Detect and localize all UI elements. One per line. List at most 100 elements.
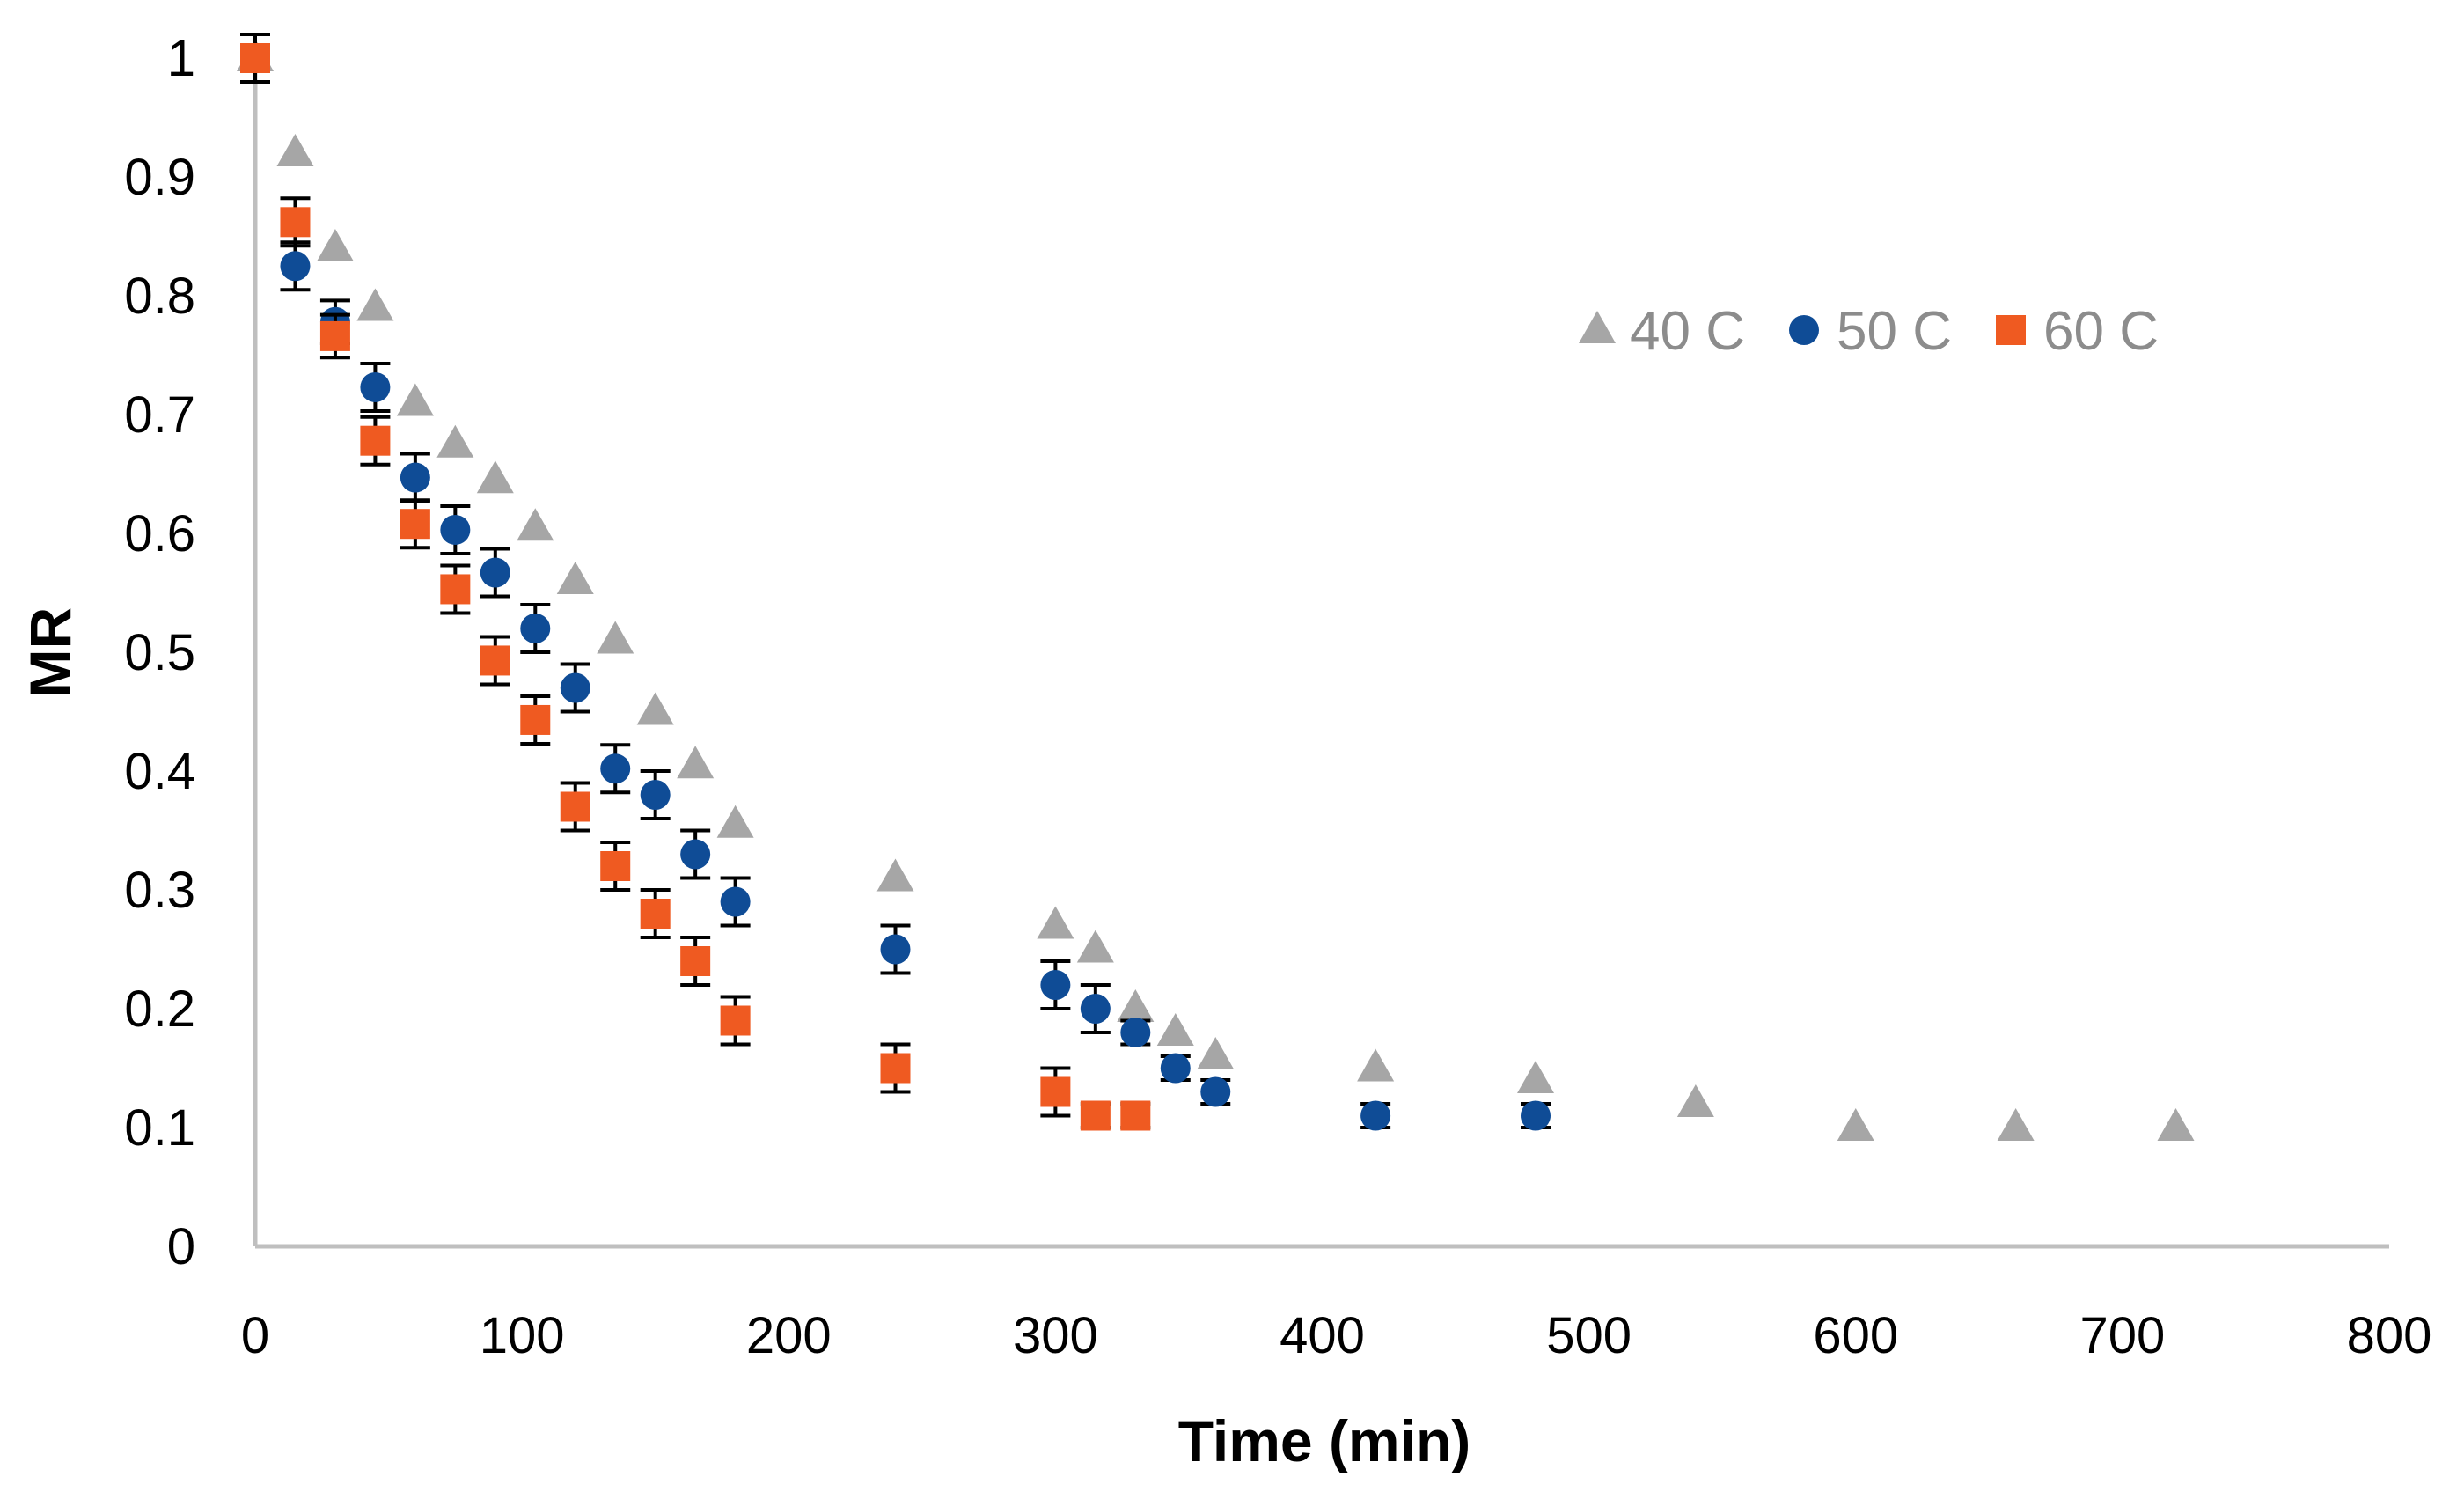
data-point xyxy=(2157,1108,2195,1141)
data-point xyxy=(440,514,471,545)
data-point xyxy=(1156,1013,1194,1046)
data-point xyxy=(680,839,711,870)
y-tick-label: 0.9 xyxy=(124,149,195,206)
legend-marker xyxy=(1996,315,2026,345)
data-point xyxy=(280,207,311,238)
x-tick-label: 100 xyxy=(480,1307,565,1364)
x-tick-label: 300 xyxy=(1013,1307,1098,1364)
data-point xyxy=(720,1005,751,1036)
series-circle xyxy=(240,33,1551,1131)
data-point xyxy=(1200,1076,1231,1107)
x-tick-label: 200 xyxy=(746,1307,832,1364)
legend-marker xyxy=(1789,315,1819,345)
data-point xyxy=(1517,1061,1554,1093)
x-tick-label: 400 xyxy=(1280,1307,1365,1364)
series-triangle xyxy=(237,39,2195,1141)
data-point xyxy=(240,43,270,73)
data-point xyxy=(680,946,711,976)
data-point xyxy=(600,851,631,881)
y-tick-label: 0 xyxy=(167,1218,195,1275)
data-point xyxy=(556,562,594,594)
y-tick-label: 0.8 xyxy=(124,268,195,325)
data-point xyxy=(360,425,391,456)
data-point xyxy=(440,574,471,605)
data-point xyxy=(876,858,914,892)
data-point xyxy=(640,899,671,929)
data-point xyxy=(400,509,430,540)
data-point xyxy=(476,460,514,494)
data-point xyxy=(640,780,671,810)
data-point xyxy=(1160,1053,1191,1084)
y-axis-title: MR xyxy=(18,607,83,698)
data-point xyxy=(1080,994,1111,1024)
legend-item: 40 C xyxy=(1579,301,1745,362)
legend-item: 50 C xyxy=(1789,301,1952,362)
y-tick-label: 0.1 xyxy=(124,1099,195,1157)
data-point xyxy=(636,692,674,725)
data-point xyxy=(280,251,311,282)
data-point xyxy=(520,704,551,735)
data-point xyxy=(880,934,911,965)
x-tick-label: 600 xyxy=(1813,1307,1898,1364)
y-tick-label: 1 xyxy=(167,30,195,87)
data-point xyxy=(560,791,590,822)
data-point xyxy=(480,557,510,588)
data-point xyxy=(276,134,314,166)
data-point xyxy=(1837,1108,1874,1141)
x-tick-label: 700 xyxy=(2079,1307,2165,1364)
data-point xyxy=(1080,1100,1111,1131)
data-point xyxy=(1117,989,1155,1022)
data-point xyxy=(716,805,754,838)
y-tick-label: 0.5 xyxy=(124,624,195,681)
data-point xyxy=(597,621,634,654)
data-point xyxy=(720,886,751,917)
y-tick-label: 0.7 xyxy=(124,386,195,444)
legend: 40 C 50 C 60 C xyxy=(1579,301,2159,362)
x-axis-title: Time (min) xyxy=(1178,1408,1470,1473)
data-point xyxy=(400,462,430,493)
data-point xyxy=(1120,1100,1151,1131)
x-tick-label: 800 xyxy=(2347,1307,2432,1364)
data-point xyxy=(1676,1084,1714,1117)
data-point xyxy=(1040,970,1071,1000)
data-point xyxy=(1997,1108,2035,1141)
data-point xyxy=(1076,930,1114,963)
data-point xyxy=(1521,1100,1551,1131)
data-point xyxy=(360,371,391,402)
legend-label: 60 C xyxy=(2043,301,2159,362)
series-square xyxy=(240,33,1151,1131)
data-point xyxy=(436,424,474,458)
y-tick-label: 0.3 xyxy=(124,862,195,919)
data-point xyxy=(319,320,350,351)
legend-label: 40 C xyxy=(1630,301,1745,362)
legend-label: 50 C xyxy=(1837,301,1952,362)
x-tick-label: 500 xyxy=(1546,1307,1632,1364)
legend-marker xyxy=(1579,311,1616,343)
data-point xyxy=(396,383,434,416)
legend-item: 60 C xyxy=(1996,301,2159,362)
data-point xyxy=(356,288,394,321)
data-point xyxy=(520,614,551,643)
data-point xyxy=(880,1053,911,1084)
x-tick-label: 0 xyxy=(241,1307,269,1364)
y-tick-label: 0.2 xyxy=(124,981,195,1038)
data-point xyxy=(1040,1076,1071,1107)
data-point xyxy=(1037,906,1074,939)
data-point xyxy=(677,746,715,779)
y-axis-tick-labels: 0 0.1 0.2 0.3 0.4 0.5 0.6 0.7 0.8 0.9 1 xyxy=(124,30,195,1275)
y-tick-label: 0.4 xyxy=(124,743,195,800)
data-point xyxy=(1120,1018,1151,1047)
data-point xyxy=(517,508,554,541)
y-tick-label: 0.6 xyxy=(124,505,195,562)
data-point xyxy=(1197,1037,1235,1069)
x-axis-tick-labels: 0 100 200 300 400 500 600 700 800 xyxy=(241,1307,2432,1364)
data-point xyxy=(1357,1048,1395,1082)
data-point xyxy=(480,645,510,676)
data-point xyxy=(316,229,354,261)
plot-area xyxy=(237,33,2195,1141)
data-point xyxy=(1360,1100,1391,1131)
data-point xyxy=(600,753,631,784)
data-point xyxy=(560,672,590,703)
